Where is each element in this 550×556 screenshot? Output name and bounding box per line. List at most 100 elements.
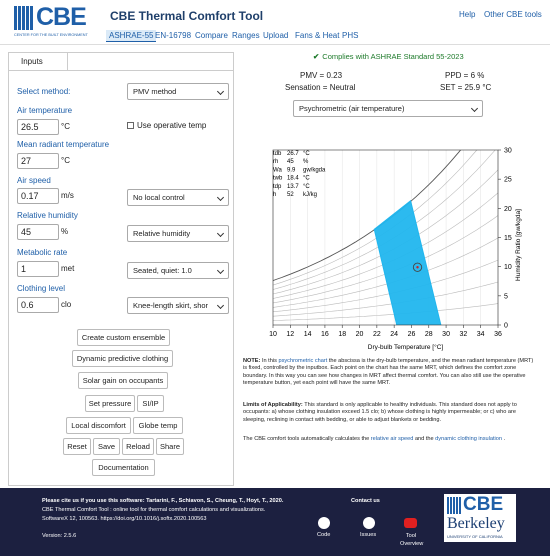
- note: NOTE: In this psychrometric chart the ab…: [243, 358, 535, 388]
- logo-mark: [14, 6, 34, 30]
- button[interactable]: Documentation: [92, 459, 155, 476]
- rh-label: Relative humidity: [17, 211, 78, 220]
- help-link[interactable]: Help: [459, 10, 476, 19]
- air-temp-input[interactable]: 26.5: [17, 119, 59, 135]
- chart-select[interactable]: Psychrometric (air temperature): [293, 100, 483, 117]
- logo: CBE: [14, 3, 100, 31]
- unit: °C: [61, 156, 70, 165]
- unit: clo: [61, 300, 72, 309]
- x-tick-label: 34: [477, 331, 485, 338]
- met-input[interactable]: 1: [17, 261, 59, 277]
- readout-label: Wa: [273, 167, 282, 173]
- button[interactable]: Dynamic predictive clothing: [72, 350, 173, 367]
- nav-tab[interactable]: EN-16798: [155, 31, 192, 40]
- readout-label: tdp: [273, 184, 282, 190]
- readout-unit: °C: [303, 176, 310, 182]
- mrt-label: Mean radiant temperature: [17, 140, 110, 149]
- link[interactable]: dynamic clothing insulation: [435, 436, 503, 442]
- button[interactable]: Solar gain on occupants: [78, 372, 168, 389]
- plot-frame: [272, 149, 499, 326]
- note-text: Limits of Applicability:: [243, 402, 303, 408]
- button[interactable]: Reload: [122, 438, 154, 455]
- button[interactable]: Share: [156, 438, 184, 455]
- x-tick-label: 14: [304, 331, 312, 338]
- x-tick-label: 28: [425, 331, 433, 338]
- status-text: Complies with ASHRAE Standard 55-2023: [322, 52, 464, 61]
- air-speed-label: Air speed: [17, 176, 51, 185]
- rh-curve: [273, 281, 498, 317]
- youtube-icon[interactable]: [404, 518, 417, 528]
- x-tick-label: 10: [269, 331, 277, 338]
- x-axis-label: Dry-bulb Temperature [°C]: [368, 343, 444, 351]
- readout-label: twb: [273, 176, 283, 182]
- readout-value: 18.4: [287, 176, 299, 182]
- tools-link[interactable]: Other CBE tools: [484, 10, 542, 19]
- nav-tab[interactable]: Fans & Heat: [295, 31, 340, 40]
- uc: UNIVERSITY OF CALIFORNIA: [447, 534, 503, 539]
- readout-value: 45: [287, 159, 294, 165]
- version: Version: 2.5.6: [42, 533, 77, 539]
- button[interactable]: Reset: [63, 438, 91, 455]
- checkbox[interactable]: [127, 122, 134, 129]
- button[interactable]: Globe temp: [133, 417, 183, 434]
- clo-input[interactable]: 0.6: [17, 297, 59, 313]
- x-tick-label: 18: [338, 331, 346, 338]
- link[interactable]: psychrometric chart: [278, 358, 328, 364]
- inputs-panel: [8, 52, 234, 486]
- button[interactable]: SI/IP: [137, 395, 164, 412]
- nav-tab[interactable]: Ranges: [232, 31, 260, 40]
- note-text: and the: [413, 436, 436, 442]
- cite: SoftwareX 12, 100563. https://doi.org/10…: [42, 516, 207, 522]
- y2-axis-label: Humidity Ratio [gw/kgda]: [515, 209, 522, 281]
- checkbox-label[interactable]: Use operative temp: [137, 121, 207, 130]
- button[interactable]: Create custom ensemble: [77, 329, 170, 346]
- air-speed-select[interactable]: No local control: [127, 189, 229, 206]
- berkeley: Berkeley: [447, 515, 505, 532]
- nav-tab[interactable]: ASHRAE-55: [106, 30, 157, 42]
- button[interactable]: Local discomfort: [66, 417, 131, 434]
- footer-logo: CBE Berkeley UNIVERSITY OF CALIFORNIA: [444, 494, 516, 542]
- rh-input[interactable]: 45: [17, 224, 59, 240]
- icon-label[interactable]: Tool Overview: [400, 533, 424, 547]
- mrt-input[interactable]: 27: [17, 153, 59, 169]
- contact: Contact us: [351, 498, 380, 504]
- cite: Please cite us if you use this software:…: [42, 498, 284, 504]
- x-tick-label: 24: [390, 331, 398, 338]
- set: SET = 25.9 °C: [440, 83, 492, 92]
- inputs-tab[interactable]: Inputs: [8, 52, 68, 70]
- rh-select[interactable]: Relative humidity: [127, 225, 229, 242]
- unit: met: [61, 264, 75, 273]
- github-icon[interactable]: [318, 517, 330, 529]
- clo-select[interactable]: Knee-length skirt, shor: [127, 297, 229, 314]
- note-text: The CBE comfort tools automatically calc…: [243, 436, 371, 442]
- x-tick-label: 16: [321, 331, 329, 338]
- button[interactable]: Set pressure: [85, 395, 135, 412]
- readout-unit: gw/kgda: [303, 167, 326, 173]
- icon-label[interactable]: Issues: [360, 532, 377, 538]
- readout-value: 52: [287, 192, 294, 198]
- link[interactable]: relative air speed: [370, 436, 414, 442]
- air-speed-input[interactable]: 0.17: [17, 188, 59, 204]
- tab-rule: [8, 70, 234, 71]
- ppd: PPD = 6 %: [445, 71, 485, 80]
- readout-unit: %: [303, 159, 309, 165]
- unit: °C: [61, 122, 70, 131]
- status: ✔ Complies with ASHRAE Standard 55-2023: [313, 52, 464, 61]
- header-rule: [0, 44, 550, 45]
- state-point: [412, 262, 423, 272]
- nav-tab[interactable]: PHS: [342, 31, 359, 40]
- readout-unit: kJ/kg: [303, 192, 317, 198]
- x-tick-label: 26: [408, 331, 416, 338]
- met-select[interactable]: Seated, quiet: 1.0: [127, 262, 229, 279]
- nav-tab[interactable]: Upload: [263, 31, 289, 40]
- readout-label: rh: [273, 159, 278, 165]
- button[interactable]: Save: [93, 438, 120, 455]
- psychrometric-chart: 10 12 14 16 18 20 22 24 26 28 30 32 34 360 5 10 15 20 25 30…: [269, 148, 522, 352]
- readout-value: 26.7: [287, 151, 299, 157]
- method-select[interactable]: PMV method: [127, 83, 229, 100]
- github-icon[interactable]: [363, 517, 375, 529]
- icon-label[interactable]: Code: [317, 532, 331, 538]
- note-text: .: [502, 436, 506, 442]
- cite: CBE Thermal Comfort Tool : online tool f…: [42, 507, 266, 513]
- nav-tab[interactable]: Compare: [195, 31, 228, 40]
